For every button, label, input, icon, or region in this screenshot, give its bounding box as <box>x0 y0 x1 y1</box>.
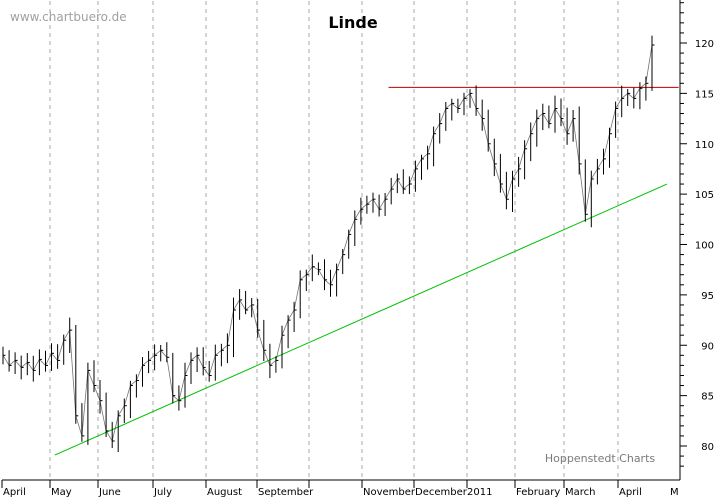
x-tick-label: December <box>415 487 468 497</box>
x-tick-label: February <box>516 487 560 497</box>
support-line <box>54 183 668 456</box>
y-tick-label: 90 <box>701 341 714 352</box>
x-tick-label: November <box>363 487 416 497</box>
x-tick-label: August <box>207 487 242 497</box>
y-tick-label: 85 <box>701 392 714 403</box>
x-tick-label: April <box>3 487 26 497</box>
x-tick-label: June <box>98 487 121 497</box>
y-tick-label: 100 <box>695 241 714 252</box>
x-tick-label: April <box>619 487 642 497</box>
y-tick-label: 110 <box>695 140 714 151</box>
watermark: www.chartbuero.de <box>10 10 127 24</box>
price-series <box>2 35 655 452</box>
x-tick-label: May <box>51 487 72 497</box>
x-tick-label: March <box>565 487 595 497</box>
credit-label: Hoppenstedt Charts <box>545 452 656 465</box>
x-tick-label: M <box>670 487 679 497</box>
x-tick-label: 2011 <box>467 487 492 497</box>
y-tick-label: 115 <box>695 89 714 100</box>
x-tick-label: September <box>258 487 314 497</box>
chart-title: Linde <box>328 13 378 32</box>
y-tick-label: 95 <box>701 291 714 302</box>
y-tick-label: 80 <box>701 442 714 453</box>
x-tick-label: July <box>153 487 172 497</box>
y-tick-label: 120 <box>695 39 714 50</box>
trend-lines <box>54 86 679 456</box>
y-tick-label: 105 <box>695 190 714 201</box>
price-line <box>2 44 653 443</box>
